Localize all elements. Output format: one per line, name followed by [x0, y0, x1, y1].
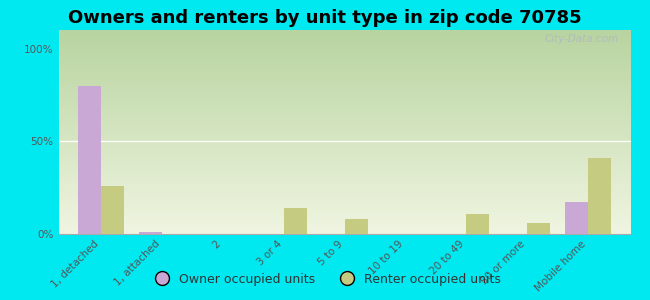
Bar	[139, 232, 162, 234]
Bar	[466, 214, 489, 234]
Bar	[283, 208, 307, 234]
Bar	[101, 186, 124, 234]
Bar	[565, 202, 588, 234]
Bar	[588, 158, 611, 234]
Bar	[344, 219, 368, 234]
Text: City-Data.com: City-Data.com	[545, 34, 619, 44]
Text: Owners and renters by unit type in zip code 70785: Owners and renters by unit type in zip c…	[68, 9, 582, 27]
Bar	[78, 85, 101, 234]
Bar	[527, 223, 550, 234]
Legend: Owner occupied units, Renter occupied units: Owner occupied units, Renter occupied un…	[144, 268, 506, 291]
